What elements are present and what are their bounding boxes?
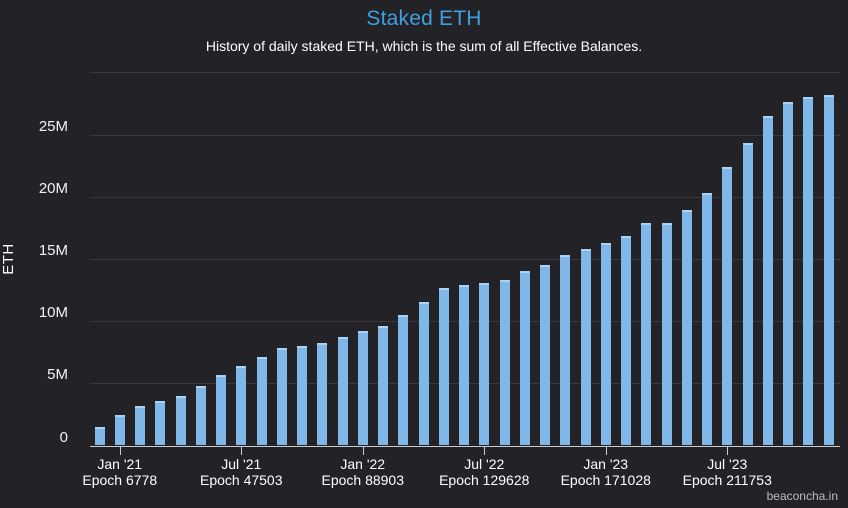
y-axis-title: ETH (0, 243, 17, 275)
bar[interactable] (175, 395, 186, 446)
bar[interactable] (742, 142, 753, 446)
bar[interactable] (216, 374, 226, 446)
x-axis-month-label: Jan '21 (97, 456, 143, 472)
bar[interactable] (378, 326, 388, 446)
bar[interactable] (317, 342, 328, 446)
bar[interactable] (297, 345, 307, 446)
y-axis-tick-label: 0 (59, 428, 68, 446)
bar[interactable] (135, 405, 145, 446)
bar[interactable] (195, 385, 206, 446)
bar[interactable] (580, 248, 591, 446)
bar[interactable] (357, 331, 368, 446)
y-axis-tick-label: 20M (38, 179, 68, 197)
bar[interactable] (681, 210, 692, 446)
bar[interactable] (398, 314, 409, 446)
bar[interactable] (621, 235, 631, 446)
bar[interactable] (459, 285, 469, 446)
bar[interactable] (155, 400, 166, 446)
x-axis-month-label: Jul '23 (707, 456, 748, 472)
bar[interactable] (94, 426, 105, 446)
bar[interactable] (762, 115, 773, 446)
watermark: beaconcha.in (766, 489, 838, 503)
bar[interactable] (438, 288, 449, 446)
bar[interactable] (499, 280, 510, 446)
bar[interactable] (519, 271, 530, 446)
bar[interactable] (722, 167, 733, 446)
x-axis-line (90, 445, 840, 447)
bar[interactable] (236, 365, 247, 446)
y-axis-tick-label: 10M (38, 304, 68, 322)
x-axis-epoch-label: Epoch 47503 (199, 472, 283, 488)
bar[interactable] (783, 102, 793, 446)
bar[interactable] (823, 94, 834, 446)
x-axis-tick (362, 446, 364, 455)
bar[interactable] (803, 97, 814, 446)
bar[interactable] (540, 265, 550, 446)
y-gridline (90, 196, 840, 198)
chart-subtitle: History of daily staked ETH, which is th… (205, 38, 643, 54)
y-axis-tick-label: 25M (38, 117, 68, 135)
x-axis-tick (605, 446, 607, 455)
bar[interactable] (600, 242, 611, 446)
x-axis-month-label: Jul '22 (464, 456, 505, 472)
y-gridline (90, 72, 840, 74)
x-axis-tick (119, 446, 121, 455)
bar[interactable] (560, 255, 571, 446)
bar[interactable] (114, 415, 125, 446)
x-axis-epoch-label: Epoch 6778 (82, 472, 158, 488)
x-axis-epoch-label: Epoch 211753 (682, 472, 772, 488)
x-axis-epoch-label: Epoch 171028 (560, 472, 651, 488)
y-axis-tick-label: 5M (47, 366, 68, 384)
x-axis-epoch-label: Epoch 88903 (321, 472, 405, 488)
bar[interactable] (661, 222, 672, 446)
y-gridline (90, 258, 840, 260)
x-axis-month-label: Jan '22 (340, 456, 386, 472)
bar[interactable] (418, 302, 429, 446)
bar[interactable] (641, 223, 652, 446)
x-axis-tick (727, 446, 729, 455)
x-axis-tick (484, 446, 486, 455)
bar[interactable] (256, 357, 267, 446)
bar[interactable] (702, 192, 712, 446)
chart-title: Staked ETH (366, 7, 482, 30)
x-axis-month-label: Jan '23 (583, 456, 629, 472)
x-axis-epoch-label: Epoch 129628 (439, 472, 530, 488)
y-axis-tick-label: 15M (38, 241, 68, 259)
bar[interactable] (337, 337, 348, 446)
y-gridline (90, 134, 840, 136)
x-axis-month-label: Jul '21 (221, 456, 262, 472)
bar[interactable] (276, 348, 287, 446)
bar[interactable] (479, 282, 490, 446)
x-axis-tick (241, 446, 243, 455)
